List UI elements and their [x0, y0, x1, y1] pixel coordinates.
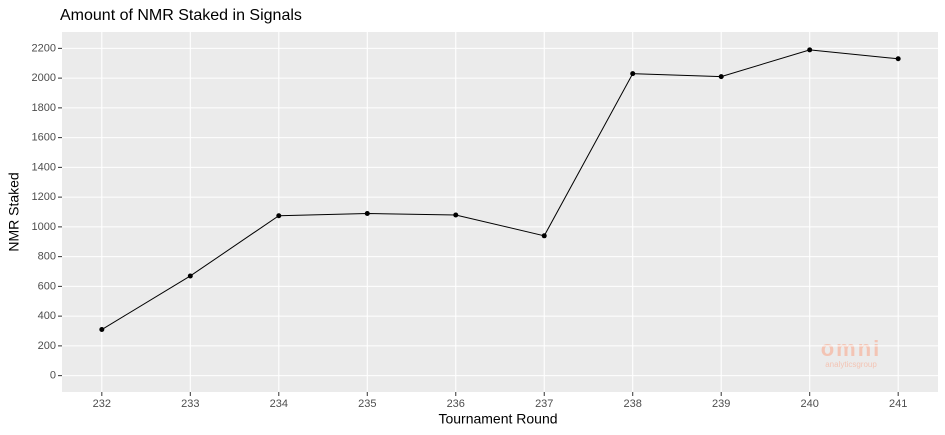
y-tick-label: 1000 — [32, 221, 56, 233]
x-tick-label: 233 — [181, 398, 199, 410]
y-tick-label: 1200 — [32, 191, 56, 203]
watermark-sub: analyticsgroup — [825, 360, 877, 369]
watermark-brand: omni — [821, 336, 882, 361]
point — [718, 74, 724, 80]
y-tick-label: 1600 — [32, 132, 56, 144]
y-tick-label: 600 — [38, 280, 56, 292]
plot-panel — [62, 32, 938, 392]
chart-title: Amount of NMR Staked in Signals — [60, 7, 302, 24]
x-tick-label: 239 — [712, 398, 730, 410]
y-axis-title: NMR Staked — [6, 172, 22, 251]
y-tick-label: 0 — [50, 370, 56, 382]
x-tick-label: 240 — [801, 398, 819, 410]
y-tick-label: 1400 — [32, 161, 56, 173]
x-tick-label: 235 — [358, 398, 376, 410]
y-tick-label: 200 — [38, 340, 56, 352]
x-tick-label: 234 — [270, 398, 288, 410]
line — [101, 49, 899, 330]
x-tick-label: 241 — [889, 398, 907, 410]
point — [364, 210, 370, 216]
point — [453, 212, 459, 218]
point — [276, 213, 282, 219]
point — [99, 327, 105, 333]
point — [630, 71, 636, 77]
x-tick-label: 237 — [535, 398, 553, 410]
y-tick-label: 800 — [38, 251, 56, 263]
x-axis-title: Tournament Round — [438, 411, 557, 427]
point — [187, 273, 193, 279]
point — [541, 233, 547, 239]
y-tick-label: 2000 — [32, 72, 56, 84]
y-tick-label: 2200 — [32, 42, 56, 54]
point — [807, 47, 813, 53]
x-tick-label: 232 — [93, 398, 111, 410]
point — [895, 56, 901, 62]
y-tick-label: 400 — [38, 310, 56, 322]
x-tick-label: 238 — [624, 398, 642, 410]
y-tick-label: 1800 — [32, 102, 56, 114]
x-tick-label: 236 — [447, 398, 465, 410]
